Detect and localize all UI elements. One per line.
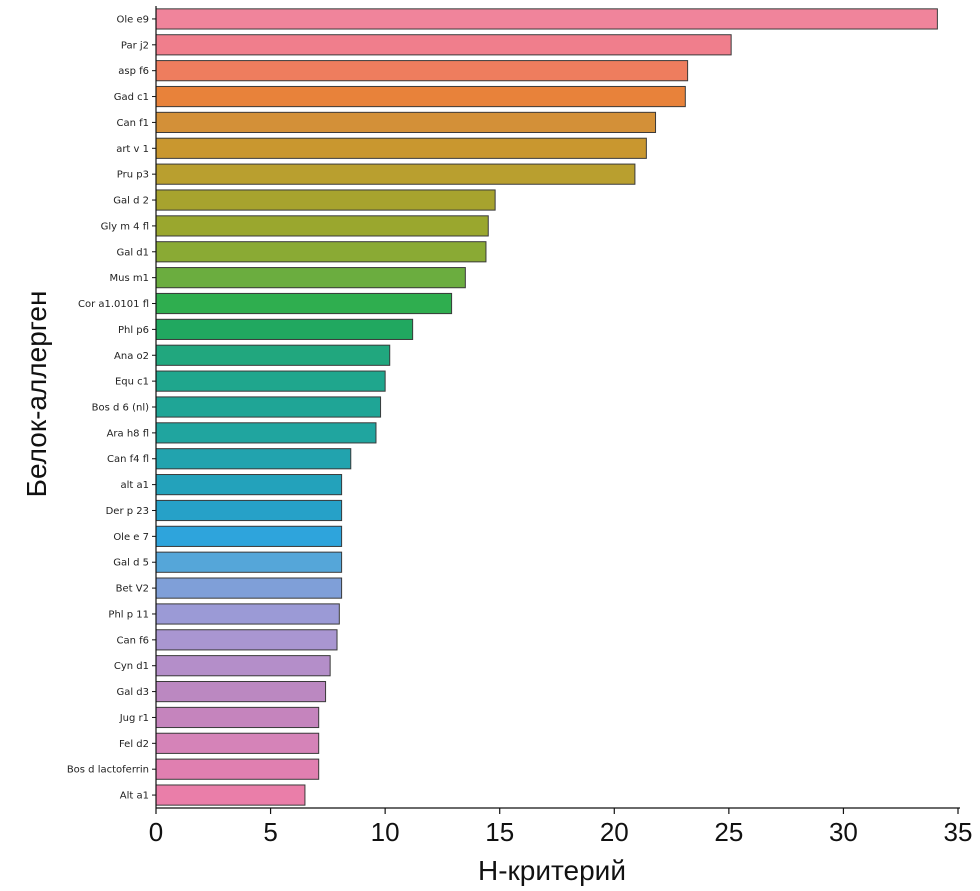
bar [155,474,343,496]
bar [155,551,343,573]
bar [155,499,343,522]
y-tick-label: Gal d 5 [113,558,149,569]
y-tick-label: Phl p6 [118,325,149,336]
bars-group [155,8,938,806]
bar [155,60,689,82]
x-tick-label: 20 [600,817,629,847]
y-tick-label: Bos d lactoferrin [67,765,149,776]
bar [155,344,391,366]
y-tick-label: Equ c1 [115,377,149,388]
y-tick-label: Ole e9 [117,14,150,25]
y-tick-label: Bos d 6 (nl) [92,403,149,414]
y-tick-label: Pru p3 [117,170,149,181]
y-tick-label: Phl p 11 [108,609,149,620]
y-tick-label: art v 1 [116,144,149,155]
bar [155,680,327,703]
y-tick-label: Cor a1.0101 fl [78,299,149,310]
bar [155,577,343,599]
x-tick-label: 0 [149,817,163,847]
y-tick-label: Jug r1 [119,713,149,724]
y-tick-label: Bet V2 [116,584,149,595]
bar [155,448,352,470]
bar [155,85,686,108]
bar [155,370,386,392]
x-tick-label: 30 [829,817,858,847]
bar [155,655,331,677]
x-ticks: 0 5 10 15 20 25 30 35 [149,808,973,847]
bar [155,137,647,159]
y-tick-label: Can f4 fl [107,454,149,465]
y-tick-label: asp f6 [118,66,149,77]
x-tick-label: 10 [371,817,400,847]
y-tick-label: Ana o2 [114,351,149,362]
bar [155,111,657,134]
x-axis-title: H-критерий [478,855,626,886]
y-tick-label: Can f1 [116,118,149,129]
x-tick-label: 5 [263,817,277,847]
bar [155,732,320,754]
bar [155,629,338,651]
y-tick-label: Fel d2 [119,739,149,750]
y-tick-label: Ara h8 fl [107,428,149,439]
bar [155,422,377,444]
y-tick-label: Der p 23 [106,506,149,517]
bar [155,396,382,418]
bar [155,758,320,780]
bar [155,525,343,547]
y-tick-label: Par j2 [121,40,149,51]
x-tick-label: 25 [714,817,743,847]
bar [155,8,938,30]
x-tick-label: 15 [485,817,514,847]
y-tick-label: alt a1 [121,480,150,491]
bar [155,603,340,625]
bar [155,34,732,56]
bar [155,706,320,729]
y-tick-label: Gal d1 [116,247,149,258]
y-tick-label: Alt a1 [120,791,149,802]
bar [155,292,453,315]
y-tick-label: Gad c1 [114,92,149,103]
bar [155,267,466,289]
x-tick-label: 35 [944,817,973,847]
y-tick-label: Gly m 4 fl [101,221,149,232]
y-tick-label: Can f6 [116,635,149,646]
y-axis-title: Белок-аллерген [21,291,52,498]
bar [155,241,487,263]
bar [155,784,306,806]
y-tick-labels: Ole e9 Par j2 asp f6 Gad c1 Can f1 art v 1 Pru… [67,14,156,802]
y-tick-label: Cyn d1 [114,661,149,672]
bar [155,318,414,340]
y-tick-label: Gal d 2 [113,196,149,207]
y-tick-label: Gal d3 [116,687,149,698]
bar [155,189,496,211]
y-tick-label: Mus m1 [110,273,149,284]
bar [155,215,489,237]
bar [155,163,636,185]
y-tick-label: Ole e 7 [113,532,149,543]
